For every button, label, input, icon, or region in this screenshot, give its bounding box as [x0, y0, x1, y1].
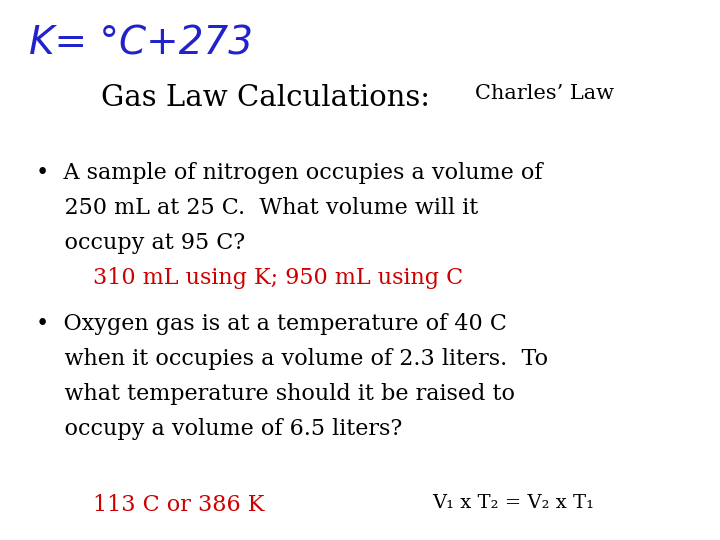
Text: K= °C+273: K= °C+273	[29, 24, 253, 62]
Text: 113 C or 386 K: 113 C or 386 K	[36, 494, 264, 516]
Text: •  A sample of nitrogen occupies a volume of: • A sample of nitrogen occupies a volume…	[36, 162, 542, 184]
Text: •  Oxygen gas is at a temperature of 40 C: • Oxygen gas is at a temperature of 40 C	[36, 313, 507, 335]
Text: when it occupies a volume of 2.3 liters.  To: when it occupies a volume of 2.3 liters.…	[36, 348, 548, 370]
Text: Charles’ Law: Charles’ Law	[475, 84, 614, 103]
Text: V₁ x T₂ = V₂ x T₁: V₁ x T₂ = V₂ x T₁	[432, 494, 594, 512]
Text: 310 mL using K; 950 mL using C: 310 mL using K; 950 mL using C	[36, 267, 463, 289]
Text: 250 mL at 25 C.  What volume will it: 250 mL at 25 C. What volume will it	[36, 197, 478, 219]
Text: what temperature should it be raised to: what temperature should it be raised to	[36, 383, 515, 406]
Text: occupy at 95 C?: occupy at 95 C?	[36, 232, 245, 254]
Text: occupy a volume of 6.5 liters?: occupy a volume of 6.5 liters?	[36, 418, 402, 441]
Text: Gas Law Calculations:: Gas Law Calculations:	[101, 84, 439, 112]
